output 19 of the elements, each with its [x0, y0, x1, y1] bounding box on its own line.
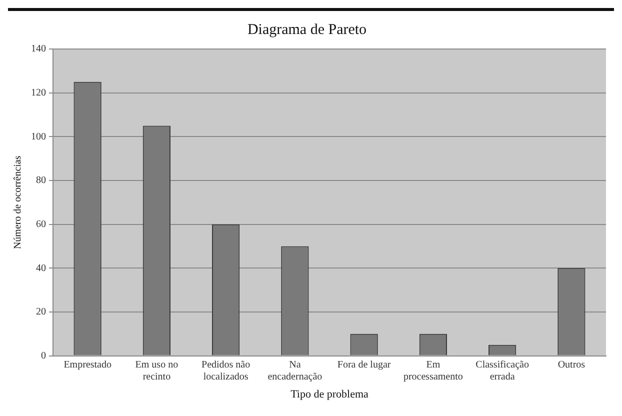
- x-tick-label: Pedidos não localizados: [202, 359, 250, 382]
- y-tick-label: 100: [31, 131, 46, 142]
- y-tick-label: 60: [36, 218, 46, 230]
- x-tick-label: Outros: [558, 359, 586, 370]
- x-tick-label: Na encadernação: [268, 359, 322, 382]
- x-tick-label: Em uso no recinto: [135, 359, 178, 382]
- x-tick-label: Fora de lugar: [337, 359, 392, 370]
- y-axis-title: Número de ocorrências: [12, 156, 24, 250]
- y-tick-label: 20: [36, 306, 46, 318]
- x-tick-label: Classificação errada: [476, 359, 529, 382]
- x-tick-label: Em processamento: [403, 359, 463, 382]
- chart-title: Diagrama de Pareto: [247, 22, 367, 38]
- x-tick-label: Emprestado: [64, 359, 112, 370]
- y-tick-label: 40: [36, 262, 46, 274]
- y-tick-label: 120: [31, 87, 46, 98]
- x-axis-title: Tipo de problema: [290, 388, 369, 400]
- y-tick-label: 0: [41, 350, 46, 362]
- y-tick-label: 140: [31, 44, 46, 55]
- y-tick-label: 80: [36, 175, 46, 186]
